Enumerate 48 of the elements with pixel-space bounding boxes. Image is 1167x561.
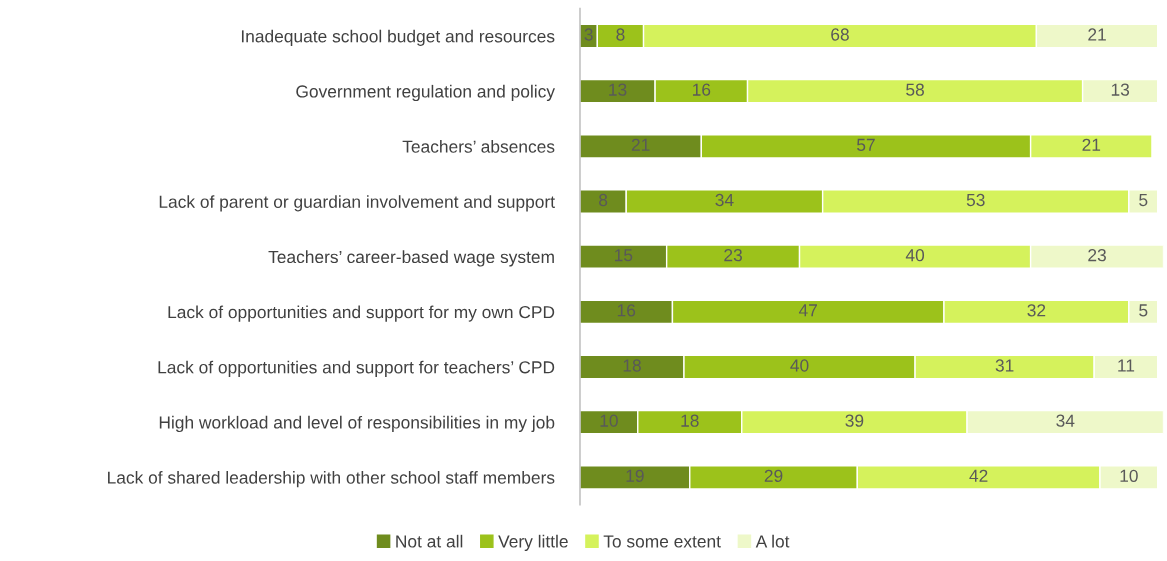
data-label: 42 xyxy=(969,469,988,482)
data-label: 16 xyxy=(617,304,636,317)
data-label: 40 xyxy=(790,359,809,372)
data-label: 13 xyxy=(1111,83,1130,96)
legend-label: Very little xyxy=(498,534,568,551)
data-label: 15 xyxy=(615,249,633,262)
data-label: 16 xyxy=(692,83,711,96)
data-label: 13 xyxy=(609,83,627,96)
data-label: 40 xyxy=(905,249,925,262)
data-label: 11 xyxy=(1118,359,1135,372)
y-tick-label: Lack of opportunities and support for my own CPD xyxy=(168,305,555,322)
data-label: 8 xyxy=(599,193,608,207)
y-tick-label: Government regulation and policy xyxy=(296,84,555,102)
data-label: 23 xyxy=(724,249,742,262)
y-tick-label: Teachers’ career-based wage system xyxy=(268,250,554,267)
legend-label: Not at all xyxy=(396,534,463,548)
data-label: 18 xyxy=(623,359,641,372)
data-label: 21 xyxy=(1082,138,1101,151)
data-label: 10 xyxy=(600,414,618,427)
data-label: 5 xyxy=(1139,304,1148,317)
data-label: 34 xyxy=(1056,414,1075,427)
y-tick-label: Inadequate school budget and resources xyxy=(241,29,555,46)
data-label: 47 xyxy=(798,304,817,317)
data-label: 21 xyxy=(1088,28,1106,41)
data-label: 18 xyxy=(681,414,699,427)
data-label: 68 xyxy=(831,28,849,41)
data-label: 32 xyxy=(1027,304,1046,317)
data-label: 21 xyxy=(631,138,650,151)
y-tick-label: Lack of shared leadership with other school staff members xyxy=(108,471,555,488)
data-label: 19 xyxy=(626,469,644,482)
data-label: 5 xyxy=(1139,194,1148,207)
legend-label: To some extent xyxy=(603,535,721,548)
data-label: 10 xyxy=(1120,469,1138,482)
data-label: 3 xyxy=(584,28,593,41)
data-label: 53 xyxy=(966,193,985,207)
data-label: 8 xyxy=(616,28,625,41)
data-label: 58 xyxy=(906,83,924,96)
data-label: 29 xyxy=(764,469,783,482)
y-tick-label: Lack of parent or guardian involvement and support xyxy=(159,195,555,212)
y-tick-label: Teachers’ absences xyxy=(402,140,555,153)
data-label: 23 xyxy=(1088,249,1106,262)
y-tick-label: Lack of opportunities and support for teachers’ CPD xyxy=(158,360,555,377)
data-label: 34 xyxy=(715,193,734,207)
data-label: 57 xyxy=(857,138,875,151)
y-tick-label: High workload and level of responsibilities in my job xyxy=(159,415,555,433)
data-label: 39 xyxy=(845,414,864,427)
legend-label: A lot xyxy=(755,534,790,548)
data-label: 31 xyxy=(995,359,1014,372)
